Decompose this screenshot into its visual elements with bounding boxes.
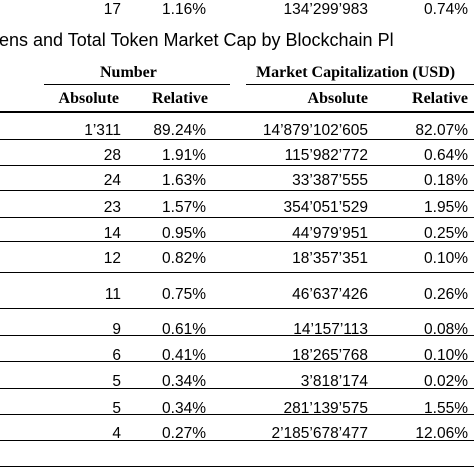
cell-cap-abs: 134’299’983: [283, 1, 368, 18]
cell-cap-abs: 14’879’102’605: [262, 122, 368, 139]
row-separator: [0, 241, 474, 242]
cell-num-rel: 0.34%: [162, 373, 206, 390]
cell-num-abs: 17: [103, 1, 121, 18]
cell-num-abs: 23: [103, 199, 121, 216]
cell-num-rel: 0.34%: [162, 400, 206, 417]
group-header-market-cap: Market Capitalization (USD): [256, 64, 456, 81]
row-separator: [0, 272, 474, 273]
cell-cap-abs: 354’051’529: [283, 199, 368, 216]
row-separator: [0, 414, 474, 415]
cell-cap-rel: 12.06%: [415, 425, 468, 442]
row-separator: [0, 388, 474, 389]
row-separator: [0, 217, 474, 218]
cell-cap-abs: 46’637’426: [292, 286, 368, 303]
cell-cap-rel: 1.95%: [424, 199, 468, 216]
cell-num-abs: 24: [103, 172, 121, 189]
cell-cap-abs: 2’185’678’477: [271, 425, 368, 442]
group-header-number: Number: [100, 64, 157, 81]
column-header-number-relative: Relative: [152, 90, 208, 107]
cell-num-abs: 6: [112, 347, 121, 364]
row-separator: [0, 440, 474, 441]
cell-cap-rel: 82.07%: [415, 122, 468, 139]
group-rule-number: [44, 84, 230, 85]
cell-cap-abs: 44’979’951: [292, 225, 368, 242]
row-separator: [0, 466, 474, 467]
group-rule-market-cap: [246, 84, 474, 85]
row-separator: [0, 190, 474, 191]
row-separator: [0, 139, 474, 140]
cell-cap-rel: 0.02%: [424, 373, 468, 390]
table-title: okens and Total Token Market Cap by Bloc…: [0, 30, 394, 50]
cell-num-abs: 1’311: [84, 122, 121, 139]
cell-num-rel: 0.75%: [162, 286, 206, 303]
cell-cap-abs: 14’157’113: [293, 321, 368, 338]
cell-num-rel: 0.82%: [162, 250, 206, 267]
cell-num-abs: 5: [112, 373, 121, 390]
row-separator: [0, 335, 474, 336]
cell-num-rel: 0.41%: [162, 347, 206, 364]
cell-cap-rel: 0.26%: [424, 286, 468, 303]
cell-num-abs: 14: [103, 225, 121, 242]
cell-num-rel: 1.91%: [162, 147, 206, 164]
header-bottom-rule: [0, 111, 474, 113]
cell-cap-rel: 1.55%: [424, 400, 468, 417]
cell-num-abs: 5: [112, 400, 121, 417]
cell-cap-rel: 0.10%: [424, 347, 468, 364]
cell-num-rel: 0.95%: [162, 225, 206, 242]
column-header-cap-absolute: Absolute: [307, 90, 368, 107]
cell-num-abs: 12: [103, 250, 121, 267]
cell-cap-abs: 115’982’772: [284, 147, 368, 164]
cell-num-rel: 0.27%: [162, 425, 206, 442]
cell-num-rel: 1.16%: [162, 1, 206, 18]
cell-cap-rel: 0.18%: [424, 172, 468, 189]
cell-num-abs: 28: [103, 147, 121, 164]
cell-num-rel: 0.61%: [162, 321, 206, 338]
cell-cap-abs: 33’387’555: [292, 172, 368, 189]
row-separator: [0, 308, 474, 309]
cell-cap-rel: 0.08%: [424, 321, 468, 338]
cell-num-abs: 9: [112, 321, 121, 338]
column-header-number-absolute: Absolute: [58, 90, 119, 107]
cell-cap-rel: 0.74%: [424, 1, 468, 18]
cell-num-abs: 11: [104, 286, 121, 303]
cell-cap-rel: 0.64%: [424, 147, 468, 164]
cell-cap-rel: 0.10%: [424, 250, 468, 267]
row-separator: [0, 361, 474, 362]
cell-num-rel: 1.57%: [162, 199, 206, 216]
cell-cap-rel: 0.25%: [424, 225, 468, 242]
column-header-cap-relative: Relative: [412, 90, 468, 107]
row-separator: [0, 165, 474, 166]
cell-num-abs: 4: [112, 425, 121, 442]
cell-cap-abs: 281’139’575: [283, 400, 368, 417]
cell-num-rel: 89.24%: [153, 122, 206, 139]
cell-num-rel: 1.63%: [162, 172, 206, 189]
cell-cap-abs: 18’265’768: [292, 347, 368, 364]
cell-cap-abs: 3’818’174: [300, 373, 368, 390]
cell-cap-abs: 18’357’351: [292, 250, 368, 267]
